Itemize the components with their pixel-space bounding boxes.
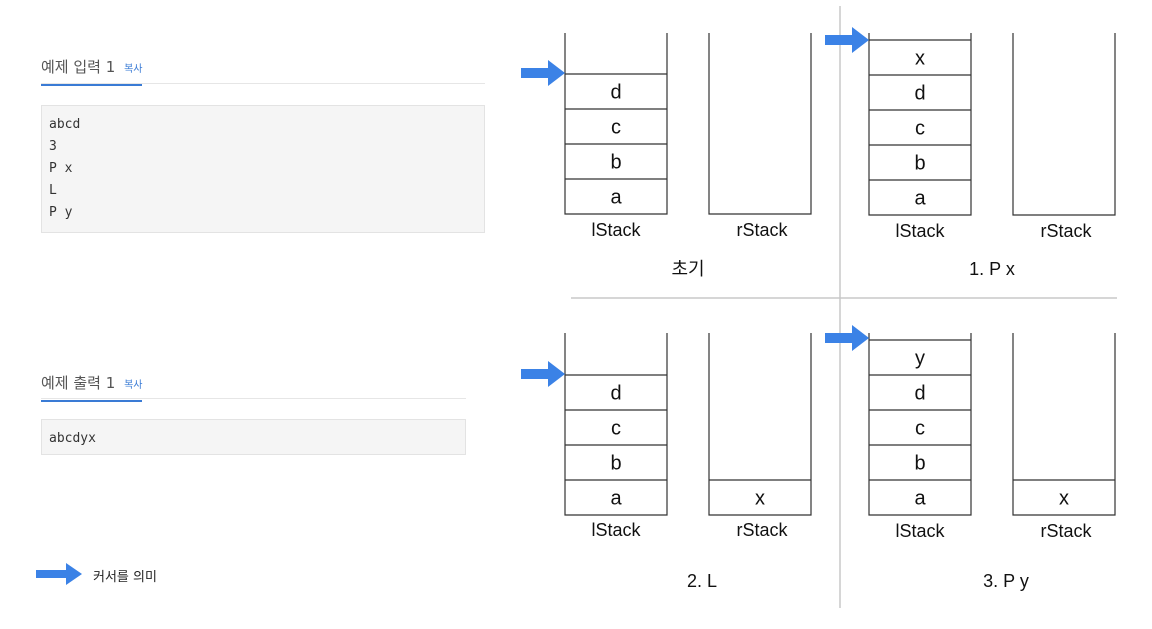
lstack-cell-value: a bbox=[610, 488, 622, 510]
rstack-cell-value: x bbox=[755, 488, 765, 510]
panel-caption: 2. L bbox=[687, 571, 717, 591]
input-line: abcd bbox=[49, 117, 81, 132]
input-line: P x bbox=[49, 161, 73, 176]
lstack-cell-value: a bbox=[610, 187, 622, 209]
lstack-label: lStack bbox=[895, 221, 945, 241]
sample-input-title: 예제 입력 1 bbox=[41, 58, 116, 76]
lstack-outline bbox=[564, 33, 668, 215]
panel-caption: 초기 bbox=[671, 259, 704, 279]
legend-label: 커서를 의미 bbox=[93, 570, 157, 585]
lstack-cell-value: c bbox=[915, 418, 925, 440]
input-line: L bbox=[49, 183, 57, 198]
cursor-arrow-icon bbox=[825, 325, 869, 351]
input-line: 3 bbox=[49, 139, 57, 154]
lstack-cell-value: b bbox=[610, 152, 621, 174]
sample-input-heading: 예제 입력 1 복사 bbox=[41, 56, 143, 86]
sample-output-box[interactable]: abcdyx bbox=[41, 419, 466, 455]
lstack-outline bbox=[868, 33, 972, 216]
lstack-cell-value: a bbox=[914, 188, 926, 210]
sample-output-divider bbox=[41, 398, 466, 399]
input-line: P y bbox=[49, 205, 73, 220]
rstack-label: rStack bbox=[736, 220, 788, 240]
lstack-outline bbox=[564, 333, 668, 516]
lstack-cell-value: d bbox=[914, 383, 925, 405]
rstack-cell-value: x bbox=[1059, 488, 1069, 510]
lstack-cell-value: x bbox=[915, 48, 925, 70]
lstack-cell-value: c bbox=[915, 118, 925, 140]
lstack-label: lStack bbox=[591, 220, 641, 240]
lstack-cell-value: b bbox=[914, 453, 925, 475]
lstack-cell-value: c bbox=[611, 117, 621, 139]
lstack-label: lStack bbox=[591, 520, 641, 540]
legend-arrow-icon bbox=[36, 563, 82, 585]
cursor-arrow-icon bbox=[521, 361, 565, 387]
rstack-outline bbox=[708, 333, 812, 516]
copy-output-button[interactable]: 복사 bbox=[124, 380, 143, 391]
lstack-cell-value: b bbox=[914, 153, 925, 175]
lstack-cell-value: d bbox=[914, 83, 925, 105]
lstack-cell-value: a bbox=[914, 488, 926, 510]
lstack-cell-value: d bbox=[610, 383, 621, 405]
output-line: abcdyx bbox=[49, 431, 96, 446]
cursor-arrow-icon bbox=[825, 27, 869, 53]
lstack-label: lStack bbox=[895, 521, 945, 541]
lstack-outline bbox=[868, 333, 972, 516]
copy-input-button[interactable]: 복사 bbox=[124, 64, 143, 75]
sample-output-heading: 예제 출력 1 복사 bbox=[41, 372, 143, 402]
sample-output-title: 예제 출력 1 bbox=[41, 374, 116, 392]
sample-input-divider bbox=[41, 83, 485, 84]
rstack-label: rStack bbox=[736, 520, 788, 540]
panel-caption: 1. P x bbox=[969, 259, 1015, 279]
lstack-cell-value: b bbox=[610, 453, 621, 475]
panel-caption: 3. P y bbox=[983, 571, 1029, 591]
rstack-outline bbox=[708, 33, 812, 215]
cursor-arrow-icon bbox=[521, 60, 565, 86]
sample-input-box[interactable]: abcd 3 P x L P y bbox=[41, 105, 485, 233]
lstack-cell-value: y bbox=[915, 348, 925, 370]
rstack-label: rStack bbox=[1040, 521, 1092, 541]
lstack-cell-value: d bbox=[610, 82, 621, 104]
rstack-outline bbox=[1012, 333, 1116, 516]
lstack-cell-value: c bbox=[611, 418, 621, 440]
rstack-label: rStack bbox=[1040, 221, 1092, 241]
rstack-outline bbox=[1012, 33, 1116, 216]
